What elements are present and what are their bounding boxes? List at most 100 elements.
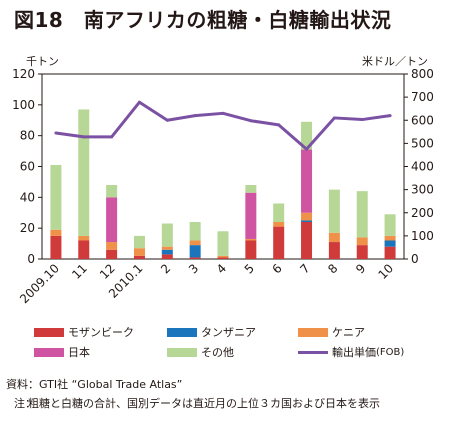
legend-label-kenya: ケニア <box>332 326 365 339</box>
bar-4-11 <box>356 191 368 238</box>
bar-0-2 <box>106 249 118 259</box>
bar-4-1 <box>78 109 90 236</box>
bar-1-5 <box>189 245 201 258</box>
bar-0-0 <box>50 235 62 259</box>
bar-2-6 <box>217 255 229 258</box>
bar-0-9 <box>301 222 313 259</box>
left-tick-label: 80 <box>20 129 35 143</box>
bar-1-9 <box>301 220 313 222</box>
bar-3-7 <box>245 192 257 239</box>
bar-4-7 <box>245 185 257 193</box>
right-tick-label: 800 <box>411 67 434 81</box>
x-tick-label: 11 <box>69 261 90 282</box>
bar-4-9 <box>301 121 313 150</box>
x-tick-label: 3 <box>186 261 201 276</box>
bar-4-5 <box>189 222 201 241</box>
right-tick-label: 100 <box>411 229 434 243</box>
unit-price-point <box>82 135 86 139</box>
right-tick-label: 600 <box>411 113 434 127</box>
bar-4-4 <box>161 223 173 247</box>
x-tick-label: 5 <box>242 261 257 276</box>
chart-title: 図18 南アフリカの粗糖・白糖輸出状況 <box>14 8 392 32</box>
footnote: 注： 粗糖と白糖の合計、国別データは直近月の上位３カ国および日本を表示 <box>14 396 442 412</box>
left-tick-label: 20 <box>20 221 35 235</box>
right-tick-label: 300 <box>411 183 434 197</box>
x-tick-label: 9 <box>353 261 368 276</box>
bar-2-8 <box>273 222 285 227</box>
bar-4-12 <box>384 214 396 236</box>
unit-price-point <box>54 131 58 135</box>
x-tick-label: 8 <box>325 261 340 276</box>
source-note: 資料：GTI社 “Global Trade Atlas” <box>6 378 183 391</box>
bar-2-12 <box>384 235 396 241</box>
bar-2-3 <box>133 248 145 256</box>
bar-2-9 <box>301 212 313 221</box>
right-tick-label: 500 <box>411 136 434 150</box>
right-axis-unit: 米ドル／トン <box>362 55 428 68</box>
left-axis-unit: 千トン <box>26 55 59 68</box>
unit-price-point <box>360 118 364 122</box>
unit-price-point <box>165 118 169 122</box>
bar-2-7 <box>245 238 257 241</box>
bar-4-8 <box>273 203 285 222</box>
legend-item-unit-price: 輸出単価 (FOB) <box>298 344 404 360</box>
right-tick-label: 200 <box>411 206 434 220</box>
bar-0-8 <box>273 226 285 259</box>
left-tick-label: 40 <box>20 190 35 204</box>
x-tick-label: 2 <box>158 261 173 276</box>
bar-0-6 <box>217 257 229 259</box>
bar-0-7 <box>245 240 257 259</box>
bar-1-4 <box>161 249 173 255</box>
bar-2-10 <box>328 232 340 243</box>
bar-3-2 <box>106 197 118 243</box>
unit-price-point <box>249 119 253 123</box>
x-tick-label: 6 <box>270 261 285 276</box>
unit-price-line <box>55 100 391 151</box>
unit-price-point <box>221 111 225 115</box>
bar-4-2 <box>106 185 118 198</box>
legend-label-unit-price-suffix: (FOB) <box>376 346 405 358</box>
legend-item-mozambique: モザンビーク <box>34 324 134 340</box>
x-tick-label: 10 <box>375 261 396 282</box>
legend-label-japan: 日本 <box>68 346 90 359</box>
bar-0-11 <box>356 245 368 259</box>
unit-price-point <box>388 114 392 118</box>
legend-swatch-tanzania <box>167 327 197 337</box>
legend-item-japan: 日本 <box>34 344 90 360</box>
bar-3-9 <box>301 149 313 213</box>
unit-price-point <box>332 116 336 120</box>
footnote-text: 粗糖と白糖の合計、国別データは直近月の上位３カ国および日本を表示 <box>28 397 380 410</box>
legend-label-tanzania: タンザニア <box>201 326 256 339</box>
bar-2-5 <box>189 240 201 246</box>
unit-price-point <box>305 147 309 151</box>
unit-price-point <box>193 114 197 118</box>
bar-2-0 <box>50 229 62 236</box>
unit-price-point <box>277 123 281 127</box>
bar-2-11 <box>356 237 368 246</box>
x-tick-label: 12 <box>97 261 118 282</box>
bar-1-12 <box>384 240 396 247</box>
legend-swatch-japan <box>34 347 64 357</box>
bar-4-10 <box>328 189 340 233</box>
bar-2-2 <box>106 242 118 250</box>
footnote-label: 注： <box>14 397 36 410</box>
legend-item-kenya: ケニア <box>298 324 365 340</box>
legend-label-others: その他 <box>201 346 234 359</box>
left-tick-label: 0 <box>27 252 35 266</box>
legend-label-mozambique: モザンビーク <box>68 326 134 339</box>
legend-label-unit-price: 輸出単価 <box>332 346 376 359</box>
legend-swatch-unit-price <box>298 350 328 354</box>
left-tick-label: 60 <box>20 160 35 174</box>
right-tick-label: 0 <box>411 252 419 266</box>
right-tick-label: 400 <box>411 160 434 174</box>
bar-4-3 <box>133 235 145 249</box>
bar-0-1 <box>78 240 90 259</box>
right-tick-label: 700 <box>411 90 434 104</box>
bar-0-4 <box>161 254 173 259</box>
legend: モザンビーク タンザニア ケニア 日本 その他 輸出単価 (FOB) <box>34 324 444 364</box>
legend-item-tanzania: タンザニア <box>167 324 256 340</box>
legend-swatch-others <box>167 347 197 357</box>
x-tick-label: 7 <box>297 261 312 276</box>
unit-price-point <box>137 100 141 104</box>
bar-4-0 <box>50 164 62 230</box>
